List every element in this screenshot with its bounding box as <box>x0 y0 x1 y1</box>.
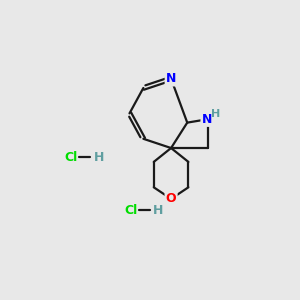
Text: H: H <box>153 204 164 217</box>
Text: H: H <box>211 109 220 119</box>
Text: H: H <box>94 151 104 164</box>
Text: O: O <box>166 192 176 206</box>
Text: Cl: Cl <box>64 151 77 164</box>
Text: Cl: Cl <box>124 204 138 217</box>
Text: N: N <box>166 72 176 85</box>
Text: N: N <box>202 113 212 126</box>
